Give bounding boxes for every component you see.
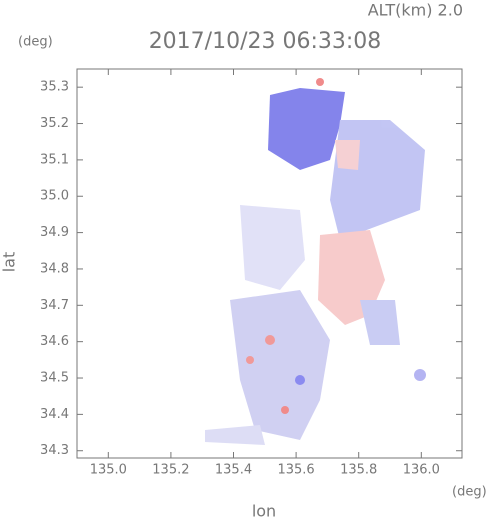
x-axis-label: lon [252,502,276,521]
x-unit: (deg) [452,485,487,500]
plot-frame [76,68,463,459]
echo-region [281,406,289,414]
echo-region [295,375,305,385]
y-tick-label: 34.3 [40,443,69,458]
x-tick-label: 135.6 [277,463,314,478]
echo-region [335,140,360,170]
y-tick-label: 35.2 [40,116,69,131]
y-tick-label: 34.8 [40,261,69,276]
y-tick-label: 34.7 [40,298,69,313]
y-tick-label: 34.4 [40,407,69,422]
echo-region [265,335,275,345]
y-tick-label: 35.0 [40,189,69,204]
y-tick-label: 34.6 [40,334,69,349]
y-tick-label: 34.9 [40,225,69,240]
x-tick-label: 135.2 [152,463,189,478]
echo-region [360,300,400,345]
altitude-label: ALT(km) 2.0 [368,1,463,20]
echo-field [205,78,426,445]
y-tick-label: 34.5 [40,371,69,386]
y-axis-label: lat [0,252,19,273]
echo-region [205,425,265,445]
echo-region [330,120,425,240]
echo-region [316,78,324,86]
x-tick-label: 136.0 [403,463,440,478]
echo-region [230,290,330,440]
x-tick-label: 135.8 [340,463,377,478]
chart-title: 2017/10/23 06:33:08 [149,29,382,54]
y-tick-label: 35.3 [40,80,69,95]
echo-region [240,205,305,290]
echo-region [268,88,345,170]
echo-region [414,369,426,381]
x-tick-label: 135.4 [215,463,252,478]
y-tick-label: 35.1 [40,152,69,167]
y-unit: (deg) [18,35,53,50]
echo-region [246,356,254,364]
x-tick-label: 135.0 [90,463,127,478]
